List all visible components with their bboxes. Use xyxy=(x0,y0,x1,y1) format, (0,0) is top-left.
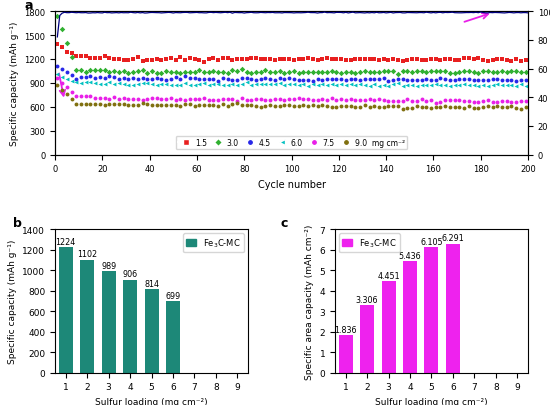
Legend: 1.5, 3.0, 4.5, 6.0, 7.5, 9.0  mg cm⁻²: 1.5, 3.0, 4.5, 6.0, 7.5, 9.0 mg cm⁻² xyxy=(176,136,407,150)
Legend: Fe$_3$C-MC: Fe$_3$C-MC xyxy=(183,234,244,253)
Bar xyxy=(145,290,158,373)
Bar xyxy=(360,305,374,373)
Text: 4.451: 4.451 xyxy=(377,271,400,280)
Text: b: b xyxy=(13,217,21,230)
Text: 699: 699 xyxy=(166,291,180,300)
X-axis label: Sulfur loading (mg cm⁻²): Sulfur loading (mg cm⁻²) xyxy=(375,397,488,405)
Bar xyxy=(425,248,438,373)
Bar xyxy=(446,244,460,373)
X-axis label: Cycle number: Cycle number xyxy=(257,179,326,190)
Legend: Fe$_3$C-MC: Fe$_3$C-MC xyxy=(339,234,400,253)
Text: 5.436: 5.436 xyxy=(399,252,421,260)
Text: 989: 989 xyxy=(101,261,116,270)
Y-axis label: Specific capacity (mAh g⁻¹): Specific capacity (mAh g⁻¹) xyxy=(9,21,19,146)
Text: 6.291: 6.291 xyxy=(442,234,464,243)
Text: 6.105: 6.105 xyxy=(420,238,443,247)
Bar xyxy=(102,272,116,373)
Text: a: a xyxy=(24,0,33,12)
X-axis label: Sulfur loading (mg cm⁻²): Sulfur loading (mg cm⁻²) xyxy=(95,397,208,405)
Bar xyxy=(59,247,73,373)
Bar xyxy=(339,335,353,373)
Text: 1.836: 1.836 xyxy=(334,325,357,334)
Text: 814: 814 xyxy=(144,279,159,288)
Bar xyxy=(166,301,180,373)
Y-axis label: Specific area capacity (mAh cm⁻²): Specific area capacity (mAh cm⁻²) xyxy=(305,224,314,379)
Text: 3.306: 3.306 xyxy=(356,295,378,304)
Text: 906: 906 xyxy=(123,270,138,279)
Bar xyxy=(382,281,395,373)
Y-axis label: Specific capacity (mAh g⁻¹): Specific capacity (mAh g⁻¹) xyxy=(8,239,16,363)
Bar xyxy=(403,262,417,373)
Text: 1224: 1224 xyxy=(56,237,76,246)
Bar xyxy=(80,260,94,373)
Text: c: c xyxy=(281,217,288,230)
Bar xyxy=(123,280,137,373)
Text: 1102: 1102 xyxy=(77,250,97,259)
